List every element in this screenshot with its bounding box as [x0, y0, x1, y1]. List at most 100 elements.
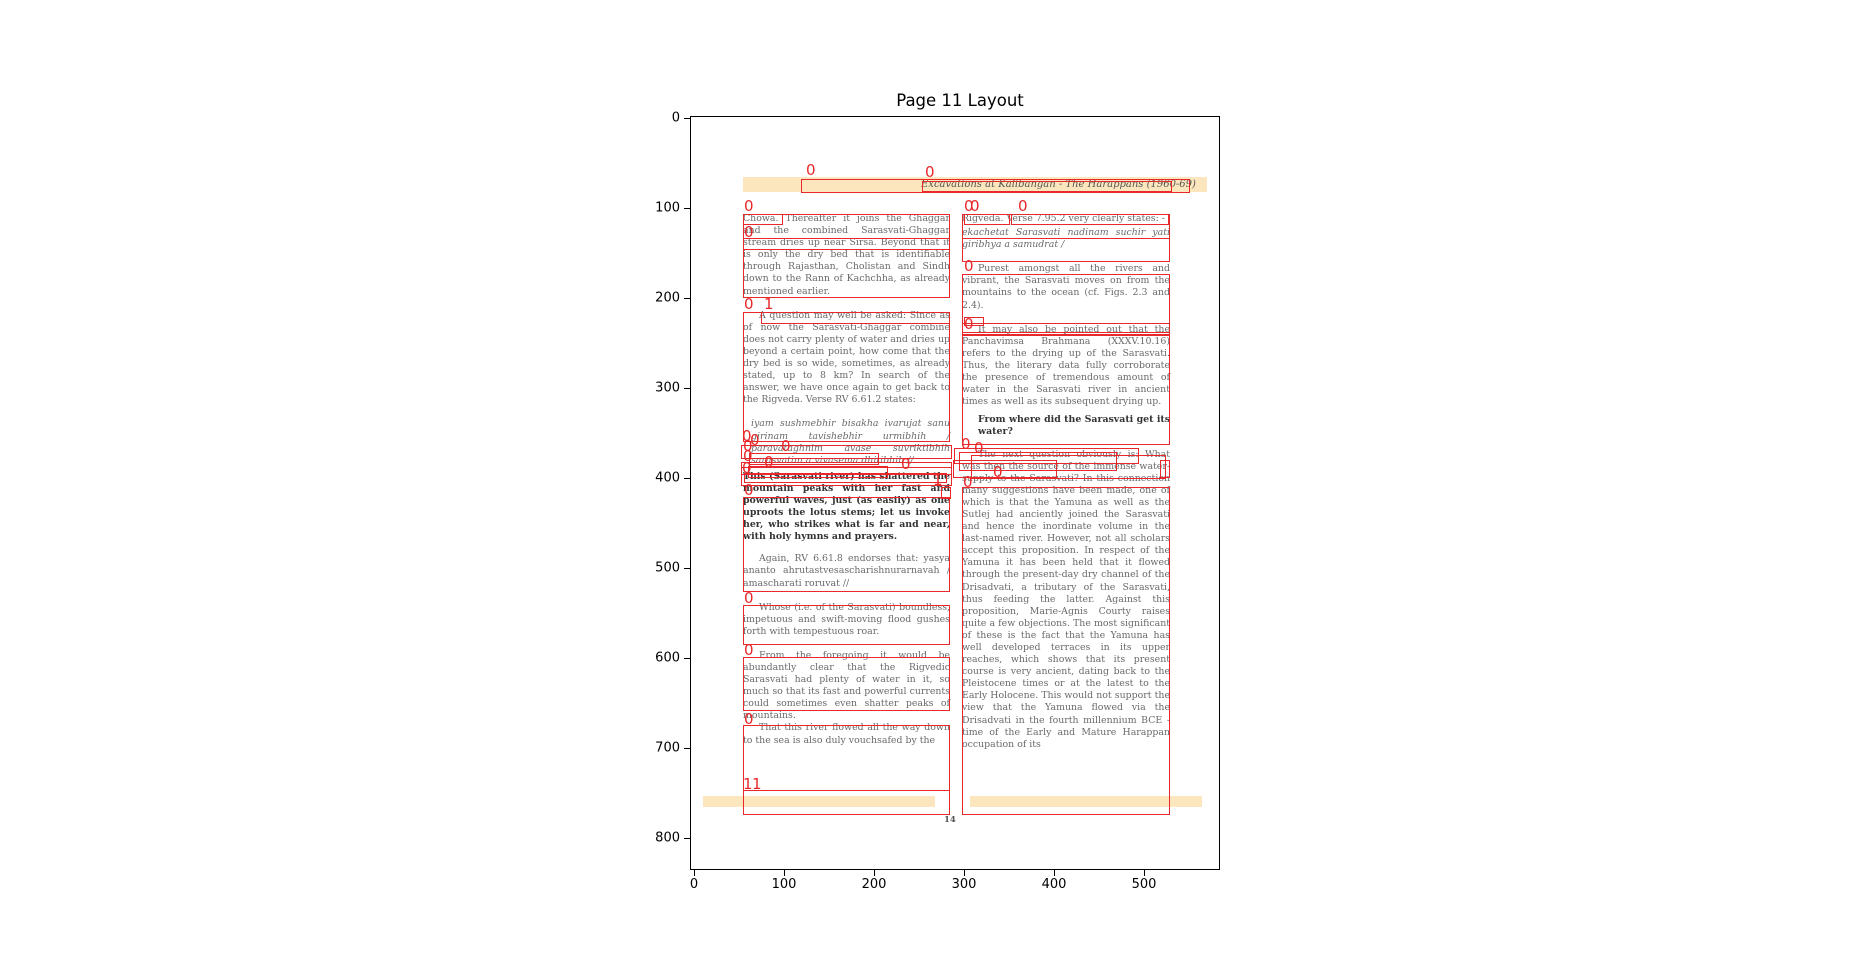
footer-bar-left	[703, 796, 935, 807]
scanned-page: Excavations at Kalibangan - The Harappan…	[691, 117, 1219, 869]
paragraph: That this river flowed all the way down …	[743, 722, 950, 746]
box-label: 0	[744, 710, 754, 728]
layout-box	[1160, 460, 1170, 478]
layout-box	[743, 790, 950, 815]
x-tick-mark	[964, 870, 965, 876]
x-tick-mark	[784, 870, 785, 876]
layout-box	[964, 317, 984, 326]
box-label: 0	[781, 437, 791, 455]
box-label: 0	[744, 481, 754, 499]
paragraph: It may also be pointed out that the Panc…	[962, 323, 1170, 408]
y-tick-mark	[684, 388, 690, 389]
y-tick-mark	[684, 208, 690, 209]
box-label: 0	[744, 589, 754, 607]
right-column: Rigveda. Verse 7.95.2 very clearly state…	[962, 213, 1170, 751]
y-tick-label: 300	[655, 380, 680, 396]
box-label: 0	[750, 431, 760, 449]
header-bar	[743, 177, 1207, 192]
layout-box	[749, 453, 879, 465]
box-label: 0	[964, 197, 974, 215]
x-tick-label: 0	[689, 877, 699, 892]
x-tick-mark	[874, 870, 875, 876]
layout-box	[953, 460, 1057, 478]
box-label: 0	[993, 463, 1003, 481]
box-label: 0	[964, 257, 974, 275]
layout-box	[743, 605, 950, 645]
x-tick-label: 400	[1041, 877, 1067, 892]
x-tick-label: 100	[771, 877, 797, 892]
box-label: 0	[961, 435, 971, 453]
running-head: Excavations at Kalibangan - The Harappan…	[921, 179, 1196, 190]
y-tick-mark	[684, 568, 690, 569]
layout-box	[801, 179, 1190, 193]
y-tick-label: 600	[655, 650, 680, 666]
box-label: 0	[764, 453, 774, 471]
layout-box	[743, 312, 950, 442]
y-tick-label: 800	[655, 830, 680, 846]
box-label: 1	[764, 295, 774, 313]
box-label: 0	[901, 455, 911, 473]
paragraph: Again, RV 6.61.8 endorses that: yasya an…	[743, 553, 950, 589]
layout-box	[941, 487, 951, 499]
y-tick-mark	[684, 658, 690, 659]
page-number: 14	[944, 815, 956, 825]
y-tick-label: 700	[655, 740, 680, 756]
figure-title: Page 11 Layout	[896, 91, 1024, 110]
layout-box	[743, 657, 950, 711]
y-tick-mark	[684, 838, 690, 839]
y-tick-mark	[684, 298, 690, 299]
layout-box	[743, 214, 950, 298]
layout-box	[954, 448, 1139, 464]
layout-box	[744, 473, 947, 483]
box-label: 0	[925, 163, 935, 181]
y-tick-mark	[684, 748, 690, 749]
paragraph: Whose (i.e. of the Sarasvati) boundless,…	[743, 601, 950, 637]
y-tick-mark	[684, 118, 690, 119]
box-label: 0	[743, 437, 753, 455]
box-label: 1	[743, 775, 753, 793]
verse-block: iyam sushmebhir bisakha ivarujat sanu gi…	[751, 418, 950, 466]
box-label: 0	[742, 427, 752, 445]
y-tick-label: 100	[655, 200, 680, 216]
box-label: 1	[752, 775, 762, 793]
paragraph-bold: This (Sarasvati river) has shattered the…	[743, 470, 950, 543]
x-tick-label: 500	[1131, 877, 1157, 892]
layout-box	[741, 467, 952, 486]
layout-box	[959, 452, 1117, 471]
box-label: 0	[964, 315, 974, 333]
section-heading: From where did the Sarasvati get its wat…	[978, 414, 1170, 438]
paragraph: From the foregoing it would be abundantl…	[743, 649, 950, 722]
x-tick-label: 300	[951, 877, 977, 892]
box-label: 0	[806, 161, 816, 179]
y-tick-label: 500	[655, 560, 680, 576]
layout-box	[962, 323, 1170, 335]
layout-box	[962, 238, 1170, 262]
box-label: 0	[742, 459, 752, 477]
box-label: 0	[744, 197, 754, 215]
layout-box	[962, 487, 1170, 815]
x-tick-mark	[1144, 870, 1145, 876]
paragraph: Chowa. Thereafter it joins the Ghaggar a…	[743, 213, 950, 297]
box-label: 0	[744, 641, 754, 659]
layout-box	[743, 238, 950, 250]
layout-box	[962, 335, 1170, 445]
box-label: 0	[963, 473, 973, 491]
x-tick-mark	[1054, 870, 1055, 876]
layout-box	[741, 445, 952, 459]
layout-box	[748, 466, 888, 478]
box-label: 1	[933, 471, 943, 489]
layout-box	[971, 455, 1166, 479]
y-tick-label: 0	[671, 110, 680, 126]
paragraph: Rigveda. Verse 7.95.2 very clearly state…	[962, 213, 1165, 224]
box-label: 0	[970, 197, 980, 215]
y-tick-mark	[684, 478, 690, 479]
paragraph: A question may well be asked: Since as o…	[743, 309, 950, 406]
box-label: 0	[744, 223, 754, 241]
footer-bar-right	[970, 796, 1202, 807]
layout-box	[962, 274, 1170, 333]
x-tick-mark	[694, 870, 695, 876]
layout-box	[1011, 214, 1169, 225]
paragraph: Purest amongst all the rivers and vibran…	[962, 263, 1170, 311]
layout-box	[922, 181, 1172, 192]
y-tick-label: 200	[655, 290, 680, 306]
